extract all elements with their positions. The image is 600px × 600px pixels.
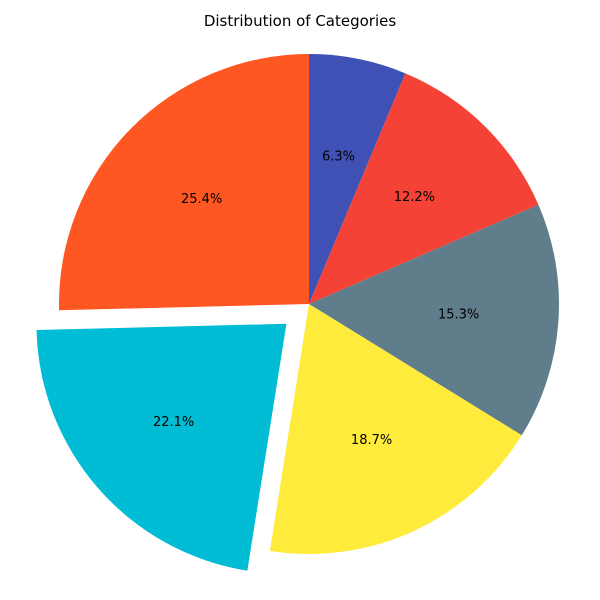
slice-label-3: 18.7% <box>351 433 392 448</box>
pie-slice-5 <box>59 54 309 311</box>
pie-slice-4 <box>36 323 287 571</box>
pie-slice-0 <box>309 54 406 304</box>
pie-slice-2 <box>309 204 560 436</box>
pie-slices <box>36 54 560 571</box>
chart-title: Distribution of Categories <box>203 12 397 30</box>
pie-labels: 6.3% 12.2% 15.3% 18.7% 22.1% 25.4% <box>153 149 479 447</box>
slice-label-4: 22.1% <box>153 415 194 430</box>
slice-label-0: 6.3% <box>322 149 355 164</box>
slice-label-5: 25.4% <box>181 192 222 207</box>
slice-label-2: 15.3% <box>438 307 479 322</box>
slice-label-1: 12.2% <box>394 190 435 205</box>
pie-slice-1 <box>309 73 539 304</box>
pie-slice-3 <box>269 304 522 554</box>
